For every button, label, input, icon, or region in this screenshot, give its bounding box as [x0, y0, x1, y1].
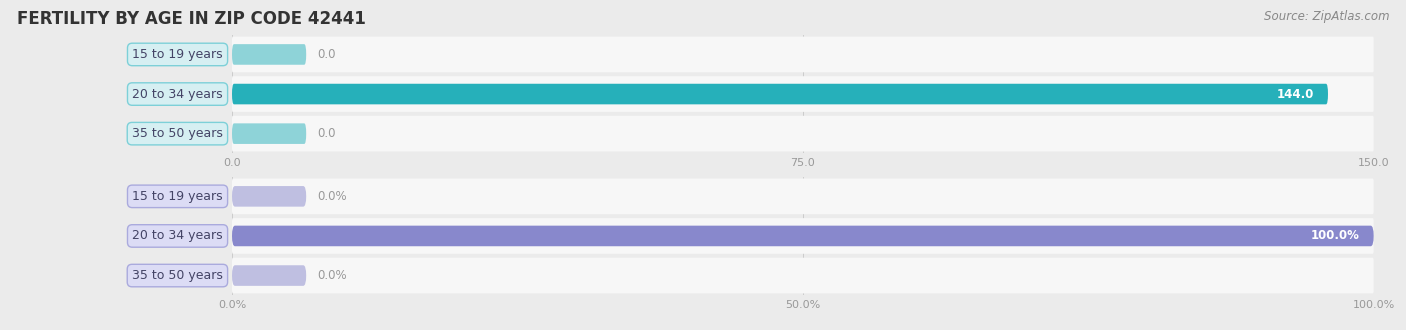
- FancyBboxPatch shape: [232, 116, 1374, 151]
- FancyBboxPatch shape: [232, 218, 1374, 254]
- Text: 20 to 34 years: 20 to 34 years: [132, 229, 224, 243]
- Text: 0.0: 0.0: [318, 48, 336, 61]
- FancyBboxPatch shape: [232, 123, 307, 144]
- Text: 20 to 34 years: 20 to 34 years: [132, 87, 224, 101]
- FancyBboxPatch shape: [232, 186, 307, 207]
- Text: 100.0%: 100.0%: [1310, 229, 1360, 243]
- Text: 144.0: 144.0: [1277, 87, 1315, 101]
- Text: 35 to 50 years: 35 to 50 years: [132, 269, 224, 282]
- FancyBboxPatch shape: [232, 84, 1329, 104]
- FancyBboxPatch shape: [232, 265, 307, 286]
- FancyBboxPatch shape: [232, 179, 1374, 214]
- Text: 0.0: 0.0: [318, 127, 336, 140]
- Text: FERTILITY BY AGE IN ZIP CODE 42441: FERTILITY BY AGE IN ZIP CODE 42441: [17, 10, 366, 28]
- Text: Source: ZipAtlas.com: Source: ZipAtlas.com: [1264, 10, 1389, 23]
- Text: 15 to 19 years: 15 to 19 years: [132, 48, 224, 61]
- Text: 15 to 19 years: 15 to 19 years: [132, 190, 224, 203]
- FancyBboxPatch shape: [232, 44, 307, 65]
- FancyBboxPatch shape: [232, 226, 1374, 246]
- Text: 0.0%: 0.0%: [318, 190, 347, 203]
- Text: 35 to 50 years: 35 to 50 years: [132, 127, 224, 140]
- FancyBboxPatch shape: [232, 76, 1374, 112]
- FancyBboxPatch shape: [232, 37, 1374, 72]
- FancyBboxPatch shape: [232, 258, 1374, 293]
- Text: 0.0%: 0.0%: [318, 269, 347, 282]
